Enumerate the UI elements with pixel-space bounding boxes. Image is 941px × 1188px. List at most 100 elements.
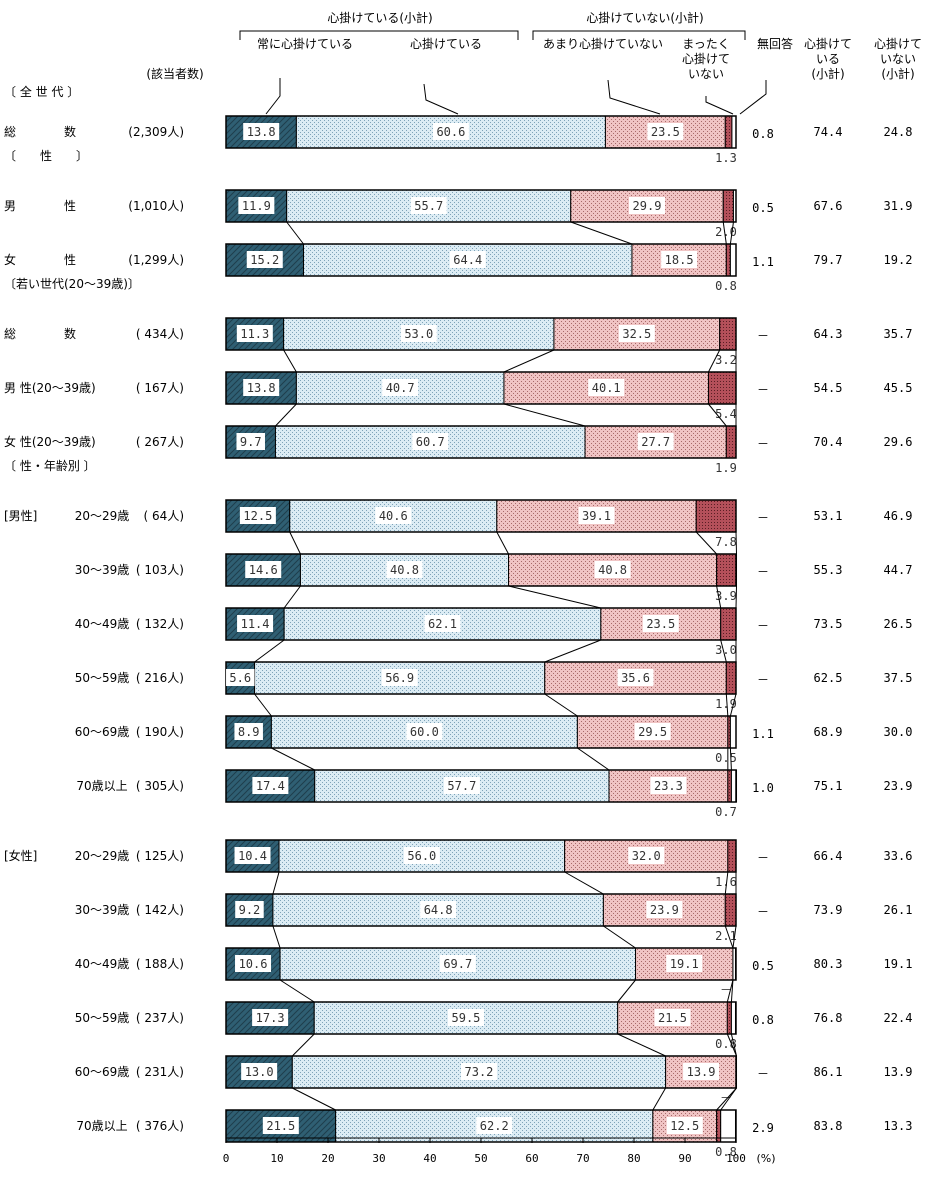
x-tick-label: 100 bbox=[726, 1152, 746, 1165]
data-label-bg bbox=[238, 197, 275, 214]
subtotal-not-doing-value: 19.2 bbox=[884, 253, 913, 267]
subtotal-doing-value: 73.9 bbox=[814, 903, 843, 917]
data-label-bg bbox=[618, 325, 655, 342]
data-label-series-2: 60.7 bbox=[416, 435, 445, 449]
bar-segment-5 bbox=[729, 715, 737, 749]
no-answer-value: － bbox=[757, 673, 769, 687]
connector-line bbox=[283, 349, 297, 373]
connector-line bbox=[730, 979, 734, 1003]
data-label-series-4: 3.2 bbox=[715, 353, 737, 367]
data-label-series-1: 15.2 bbox=[250, 253, 279, 267]
data-label-series-3: 23.5 bbox=[646, 617, 675, 631]
data-label-bg bbox=[237, 615, 274, 632]
no-answer-value: 0.8 bbox=[752, 1013, 774, 1027]
no-answer-value: － bbox=[757, 437, 769, 451]
data-label-bg bbox=[647, 123, 684, 140]
data-label-bg bbox=[424, 615, 461, 632]
connector-line bbox=[730, 1033, 737, 1057]
connector-line bbox=[732, 925, 737, 949]
no-answer-value: － bbox=[757, 329, 769, 343]
data-label-series-2: 55.7 bbox=[414, 199, 443, 213]
bar-segment-4 bbox=[719, 317, 737, 351]
data-label-bg bbox=[375, 507, 412, 524]
row-label: 総 数 bbox=[4, 326, 76, 341]
data-label-series-1: 11.3 bbox=[240, 327, 269, 341]
data-label-bg bbox=[246, 251, 283, 268]
row-count: (2,309人) bbox=[128, 125, 184, 139]
data-label-series-1: 5.6 bbox=[229, 671, 251, 685]
subtotal-not-doing-value: 29.6 bbox=[884, 435, 913, 449]
connector-line bbox=[271, 747, 315, 771]
data-label-bg bbox=[406, 723, 443, 740]
data-label-series-3: 23.3 bbox=[654, 779, 683, 793]
connector-line bbox=[729, 747, 732, 771]
subtotal-not-doing-header: (小計) bbox=[881, 66, 914, 81]
subtotal-doing-value: 75.1 bbox=[814, 779, 843, 793]
row-label: 女 性 bbox=[4, 252, 76, 267]
x-tick-label: 60 bbox=[525, 1152, 538, 1165]
data-label-series-1: 13.8 bbox=[247, 125, 276, 139]
data-label-bg bbox=[629, 197, 666, 214]
data-label-series-4: 0.7 bbox=[715, 805, 737, 819]
group-bracket-doing bbox=[239, 30, 519, 40]
section-heading: 〔 性・年齢別 〕 bbox=[4, 458, 96, 473]
subtotal-doing-value: 55.3 bbox=[814, 563, 843, 577]
group-bracket-not-doing bbox=[532, 30, 746, 40]
leader-line-4 bbox=[705, 96, 734, 115]
connector-line bbox=[272, 871, 280, 895]
data-label-series-1: 9.7 bbox=[240, 435, 262, 449]
bar-frame bbox=[225, 115, 737, 149]
subtotal-not-doing-header: いない bbox=[880, 52, 916, 66]
data-label-series-3: 32.0 bbox=[632, 849, 661, 863]
bar-segment-4 bbox=[725, 425, 737, 459]
x-tick-label: 10 bbox=[270, 1152, 283, 1165]
data-label-series-4: 1.9 bbox=[715, 697, 737, 711]
data-label-series-2: 59.5 bbox=[452, 1011, 481, 1025]
data-label-series-4: 2.0 bbox=[715, 225, 737, 239]
bar-frame bbox=[225, 893, 737, 927]
row-label: 総 数 bbox=[4, 124, 76, 139]
data-label-series-3: 40.8 bbox=[598, 563, 627, 577]
no-answer-value: 0.5 bbox=[752, 201, 774, 215]
data-label-series-1: 10.6 bbox=[239, 957, 268, 971]
subtotal-doing-value: 67.6 bbox=[814, 199, 843, 213]
subtotal-not-doing-value: 22.4 bbox=[884, 1011, 913, 1025]
subtotal-doing-header: 心掛けて bbox=[804, 36, 852, 51]
bar-segment-4 bbox=[727, 769, 732, 803]
no-answer-value: － bbox=[757, 851, 769, 865]
data-label-bg bbox=[234, 723, 263, 740]
connector-line bbox=[570, 221, 633, 245]
legend-series-5: 無回答 bbox=[757, 36, 793, 51]
data-label-series-4: 0.8 bbox=[715, 1037, 737, 1051]
data-label-series-2: 40.8 bbox=[390, 563, 419, 577]
connector-line bbox=[279, 979, 315, 1003]
connector-line bbox=[652, 1087, 667, 1111]
data-label-series-3: 23.5 bbox=[651, 125, 680, 139]
data-label-bg bbox=[382, 379, 419, 396]
data-label-bg bbox=[642, 615, 679, 632]
subtotal-doing-value: 80.3 bbox=[814, 957, 843, 971]
row-count: ( 125人) bbox=[136, 849, 184, 863]
bar-frame bbox=[225, 425, 737, 459]
data-label-series-3: 29.5 bbox=[638, 725, 667, 739]
legend-series-4: 心掛けて bbox=[682, 51, 730, 66]
data-label-series-4: 7.8 bbox=[715, 535, 737, 549]
legend-series-4: いない bbox=[688, 67, 724, 81]
subtotal-doing-value: 70.4 bbox=[814, 435, 843, 449]
data-label-series-2: 60.6 bbox=[436, 125, 465, 139]
bar-frame bbox=[225, 839, 737, 873]
data-label-bg bbox=[578, 507, 615, 524]
connector-line bbox=[720, 639, 727, 663]
data-label-bg bbox=[683, 1063, 720, 1080]
data-label-bg bbox=[235, 955, 272, 972]
subtotal-doing-value: 53.1 bbox=[814, 509, 843, 523]
connector-line bbox=[722, 221, 727, 245]
x-tick-label: 50 bbox=[474, 1152, 487, 1165]
data-label-series-2: 57.7 bbox=[447, 779, 476, 793]
connector-line bbox=[254, 693, 272, 717]
no-answer-value: － bbox=[757, 383, 769, 397]
subtotal-doing-value: 68.9 bbox=[814, 725, 843, 739]
bar-frame bbox=[225, 1001, 737, 1035]
data-label-series-2: 69.7 bbox=[443, 957, 472, 971]
connector-line bbox=[577, 747, 610, 771]
